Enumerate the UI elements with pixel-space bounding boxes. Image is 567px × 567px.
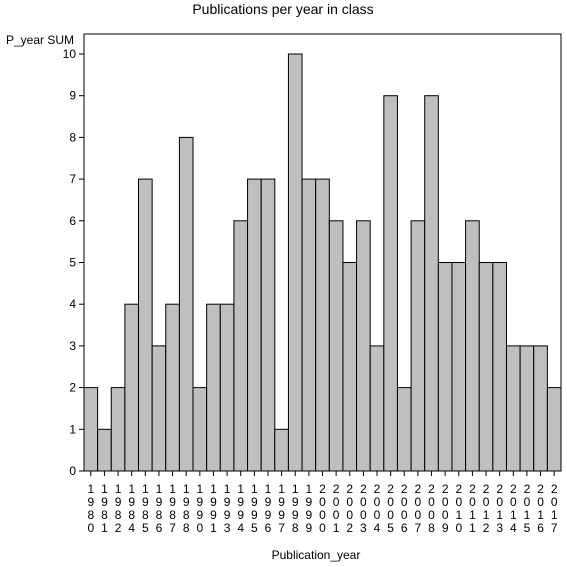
bar-2000: [315, 178, 330, 472]
bar-2015: [519, 345, 535, 472]
bar-2001: [328, 220, 344, 472]
bar-1987: [165, 303, 180, 472]
y-tick-label: 5: [69, 256, 76, 270]
y-tick-label: 7: [69, 172, 76, 186]
bar-2003: [356, 220, 371, 472]
bar-1994: [233, 220, 249, 472]
y-tick-label: 3: [69, 339, 76, 353]
bar-2007: [410, 220, 426, 472]
bar-2006: [396, 387, 412, 472]
x-axis-label: Publication_year: [272, 548, 361, 562]
bar-2009: [437, 262, 453, 472]
bar-2002: [342, 262, 358, 472]
y-tick-label: 9: [69, 89, 76, 103]
y-tick-label: 4: [69, 297, 76, 311]
bar-1999: [301, 178, 317, 472]
bar-2014: [505, 345, 521, 472]
plot-frame: [83, 33, 562, 472]
y-tick-label: 1: [69, 422, 76, 436]
y-tick-label: 0: [69, 464, 76, 478]
chart-title: Publications per year in class: [192, 1, 373, 17]
y-tick-label: 8: [69, 130, 76, 144]
bar-1995: [247, 178, 262, 472]
y-axis-label: P_year SUM: [6, 33, 74, 47]
bar-2005: [383, 95, 398, 472]
bar-2010: [451, 262, 467, 472]
bar-1986: [151, 345, 167, 472]
bar-2017: [546, 387, 562, 472]
x-axis: 1 9 8 0 1 9 8 1 1 9 8 2 1 9 8 4 1 9 8 5 1 9 8 6 1 9 8 7 1 9 8 8 1 9 9 0 1 9 9 1…: [87, 471, 558, 535]
y-tick-label: 6: [69, 214, 76, 228]
bar-1981: [97, 428, 112, 472]
bar-1990: [192, 387, 208, 472]
bar-2004: [369, 345, 385, 472]
bars-group: [83, 53, 562, 472]
bar-2011: [465, 220, 480, 472]
bar-1984: [124, 303, 140, 472]
y-tick-label: 10: [63, 47, 77, 61]
bar-2012: [478, 262, 494, 472]
bar-2013: [492, 262, 507, 472]
y-axis: 0 1 2 3 4 5 6 7 8 9 10: [63, 47, 84, 478]
bar-2016: [533, 345, 548, 472]
bar-1996: [260, 178, 276, 472]
bar-1997: [274, 428, 289, 472]
bar-1980: [83, 387, 99, 472]
bar-1998: [287, 53, 303, 472]
bar-1991: [206, 303, 221, 472]
bar-1982: [110, 387, 126, 472]
bar-1985: [138, 178, 153, 472]
bar-2008: [424, 95, 439, 472]
bar-1988: [178, 136, 194, 472]
y-tick-label: 2: [69, 381, 76, 395]
bar-1993: [219, 303, 235, 472]
